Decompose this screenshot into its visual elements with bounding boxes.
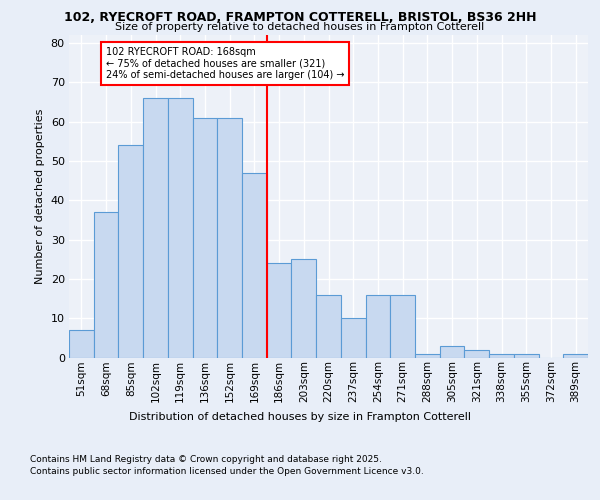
Bar	[143, 98, 168, 357]
Bar	[390, 294, 415, 358]
Bar	[341, 318, 365, 358]
Bar	[563, 354, 588, 358]
Bar	[316, 294, 341, 358]
Text: Contains HM Land Registry data © Crown copyright and database right 2025.: Contains HM Land Registry data © Crown c…	[30, 455, 382, 464]
Text: 102, RYECROFT ROAD, FRAMPTON COTTERELL, BRISTOL, BS36 2HH: 102, RYECROFT ROAD, FRAMPTON COTTERELL, …	[64, 11, 536, 24]
Text: Contains public sector information licensed under the Open Government Licence v3: Contains public sector information licen…	[30, 468, 424, 476]
Text: Size of property relative to detached houses in Frampton Cotterell: Size of property relative to detached ho…	[115, 22, 485, 32]
Bar	[217, 118, 242, 358]
Bar	[69, 330, 94, 357]
Text: Distribution of detached houses by size in Frampton Cotterell: Distribution of detached houses by size …	[129, 412, 471, 422]
Bar	[464, 350, 489, 358]
Bar	[94, 212, 118, 358]
Bar	[365, 294, 390, 358]
Y-axis label: Number of detached properties: Number of detached properties	[35, 108, 45, 284]
Bar	[440, 346, 464, 358]
Bar	[267, 263, 292, 358]
Bar	[118, 145, 143, 358]
Bar	[415, 354, 440, 358]
Bar	[242, 172, 267, 358]
Bar	[292, 259, 316, 358]
Bar	[168, 98, 193, 357]
Text: 102 RYECROFT ROAD: 168sqm
← 75% of detached houses are smaller (321)
24% of semi: 102 RYECROFT ROAD: 168sqm ← 75% of detac…	[106, 47, 344, 80]
Bar	[489, 354, 514, 358]
Bar	[514, 354, 539, 358]
Bar	[193, 118, 217, 358]
